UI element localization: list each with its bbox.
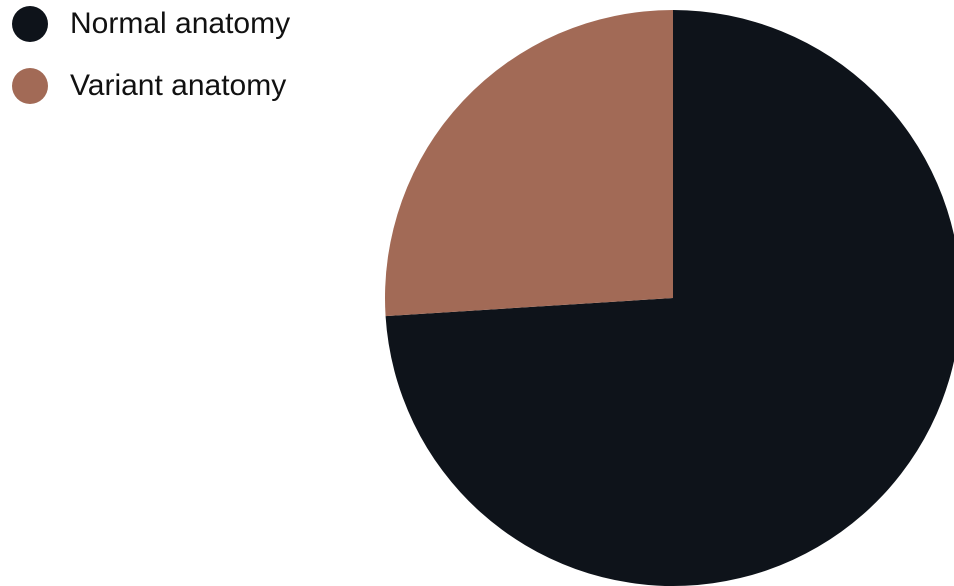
legend-swatch-variant-anatomy (12, 68, 48, 104)
legend-item-normal-anatomy: Normal anatomy (12, 6, 290, 42)
pie-slice-normal-anatomy (385, 10, 954, 586)
legend-swatch-normal-anatomy (12, 6, 48, 42)
pie-slice-variant-anatomy (385, 10, 673, 317)
legend-label-normal-anatomy: Normal anatomy (70, 7, 291, 40)
legend-label-variant-anatomy: Variant anatomy (70, 69, 287, 102)
legend: Normal anatomy Variant anatomy (12, 6, 290, 130)
legend-item-variant-anatomy: Variant anatomy (12, 68, 290, 104)
